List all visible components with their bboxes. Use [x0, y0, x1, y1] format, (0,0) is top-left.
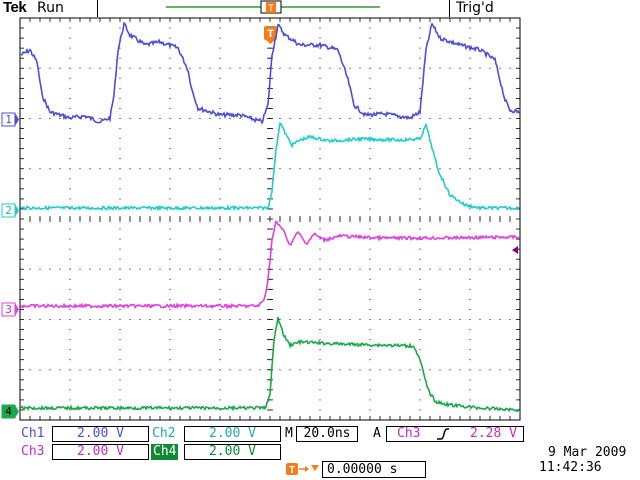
ch3-ground-marker[interactable]: 3 [1, 302, 19, 317]
trigger-position-marker[interactable] [264, 26, 277, 40]
ch2-label[interactable]: Ch2 [152, 426, 176, 441]
ch3-label[interactable]: Ch3 [21, 444, 45, 459]
ch1-ground-marker[interactable]: 1 [1, 112, 19, 127]
trigger-source[interactable]: Ch3 [397, 426, 421, 441]
time-readout: 11:42:36 [539, 460, 602, 475]
ch4-waveform [20, 316, 520, 413]
timebase-prefix: M [285, 426, 293, 441]
trigger-readout-box[interactable] [386, 426, 524, 442]
ch1-ground-marker-label: 1 [5, 113, 12, 126]
status-bar: Tek Run Trig'd [0, 0, 640, 18]
ch1-label[interactable]: Ch1 [21, 426, 45, 441]
ch3-waveform [20, 220, 520, 310]
brand-logo: Tek [3, 0, 27, 16]
ch4-ground-marker[interactable]: 4 [1, 404, 19, 419]
graticule-grid [19, 17, 521, 421]
ch1-scale[interactable]: 2.00 V [52, 426, 149, 442]
ch2-ground-marker-label: 2 [5, 204, 12, 217]
ch2-ground-marker[interactable]: 2 [1, 203, 19, 218]
trigger-record-marker-label: T [268, 3, 274, 13]
trigger-level-marker[interactable] [512, 246, 518, 254]
ch3-ground-marker-label: 3 [5, 303, 12, 316]
rising-edge-icon [437, 428, 449, 440]
ch2-waveform [20, 121, 520, 212]
trigger-position-value[interactable]: 0.00000 s [322, 461, 426, 478]
ch4-label[interactable]: Ch4 [151, 444, 179, 460]
ch4-scale[interactable]: 2.00 V [184, 444, 281, 460]
timebase-value[interactable]: 20.0ns [296, 426, 358, 442]
trigger-status: Trig'd [456, 0, 494, 16]
trigger-mode: A [373, 426, 381, 441]
trigger-position-icon: T [286, 463, 319, 476]
trigger-record-marker [266, 2, 276, 13]
trigger-level[interactable]: 2.28 V [470, 426, 517, 441]
ch3-scale[interactable]: 2.00 V [52, 444, 149, 460]
trigger-position-marker-label: T [267, 28, 274, 40]
trigger-position-pointer [266, 40, 275, 44]
ch1-waveform [20, 21, 520, 126]
ch2-scale[interactable]: 2.00 V [184, 426, 281, 442]
date-readout: 9 Mar 2009 [548, 445, 627, 460]
status-separator [97, 0, 98, 17]
status-separator [449, 0, 450, 17]
trigger-position-icon-label: T [289, 465, 295, 476]
run-state: Run [37, 0, 64, 16]
ch4-ground-marker-label: 4 [5, 405, 12, 418]
